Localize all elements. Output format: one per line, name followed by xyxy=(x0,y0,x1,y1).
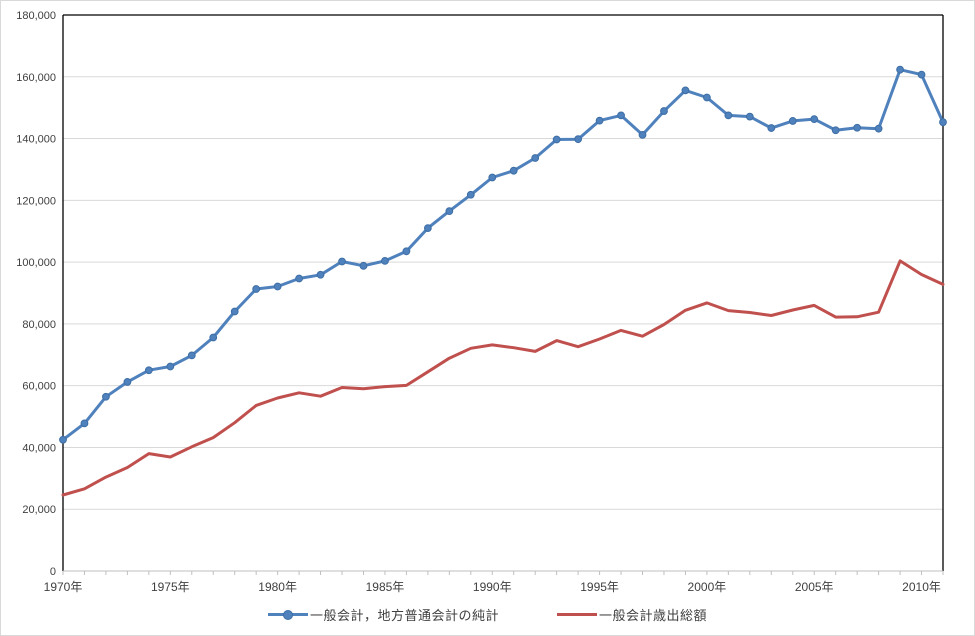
data-point-marker[interactable] xyxy=(509,166,518,175)
data-point-marker[interactable] xyxy=(703,93,711,102)
y-axis-tick-label: 20,000 xyxy=(22,504,56,516)
data-point-marker[interactable] xyxy=(767,124,776,132)
x-axis-tick-label: 1970年 xyxy=(44,580,83,594)
data-point-marker[interactable] xyxy=(466,190,475,199)
x-axis-tick-label: 1975年 xyxy=(151,580,190,594)
data-point-marker[interactable] xyxy=(381,256,389,265)
legend-line-marker-icon xyxy=(267,609,308,620)
data-point-marker[interactable] xyxy=(123,378,132,386)
data-point-marker[interactable] xyxy=(102,392,110,401)
y-axis-tick-label: 60,000 xyxy=(22,381,56,393)
data-point-marker[interactable] xyxy=(166,362,175,371)
y-axis-tick-label: 80,000 xyxy=(22,319,56,331)
x-axis-tick-label: 1990年 xyxy=(473,580,512,594)
data-point-marker[interactable] xyxy=(617,111,625,120)
data-point-marker[interactable] xyxy=(660,107,668,115)
x-axis-tick-label: 1985年 xyxy=(366,580,405,594)
data-point-marker[interactable] xyxy=(681,86,690,95)
y-axis-tick-label: 120,000 xyxy=(16,195,56,207)
series-line[interactable] xyxy=(61,259,945,497)
data-point-marker[interactable] xyxy=(402,247,411,256)
data-point-marker[interactable] xyxy=(316,270,325,279)
x-axis-tick-label: 1980年 xyxy=(258,580,297,594)
data-point-marker[interactable] xyxy=(724,111,733,120)
data-point-marker[interactable] xyxy=(831,126,840,135)
data-point-marker[interactable] xyxy=(273,282,282,291)
data-point-marker[interactable] xyxy=(252,285,261,293)
data-point-marker[interactable] xyxy=(574,135,583,144)
x-axis-tick-label: 2010年 xyxy=(902,580,941,594)
legend: 一般会計，地方普通会計の純計 一般会計歳出総額 xyxy=(1,605,974,624)
legend-label-general-account: 一般会計歳出総額 xyxy=(599,608,708,623)
y-axis-tick-label: 0 xyxy=(50,566,56,578)
data-point-marker[interactable] xyxy=(595,116,604,125)
data-point-marker[interactable] xyxy=(230,307,239,316)
data-point-marker[interactable] xyxy=(359,261,368,270)
data-point-marker[interactable] xyxy=(488,173,497,182)
y-axis-tick-label: 180,000 xyxy=(16,10,56,22)
data-point-marker[interactable] xyxy=(638,130,647,139)
data-point-marker[interactable] xyxy=(552,135,561,144)
y-axis-tick-label: 160,000 xyxy=(16,72,56,84)
data-point-marker[interactable] xyxy=(745,112,754,121)
x-axis-tick-label: 1995年 xyxy=(580,580,619,594)
data-point-marker[interactable] xyxy=(423,224,432,233)
data-point-marker[interactable] xyxy=(853,123,862,132)
data-point-marker[interactable] xyxy=(338,257,346,266)
y-axis-tick-label: 100,000 xyxy=(16,257,56,269)
data-point-marker[interactable] xyxy=(531,154,540,162)
legend-item-general-account[interactable]: 一般会計歳出総額 xyxy=(557,605,707,624)
y-axis-tick-label: 140,000 xyxy=(16,134,56,146)
data-point-marker[interactable] xyxy=(896,65,904,74)
data-point-marker[interactable] xyxy=(187,351,196,360)
data-point-marker[interactable] xyxy=(295,274,303,283)
data-point-marker[interactable] xyxy=(788,117,797,125)
legend-item-net-total[interactable]: 一般会計，地方普通会計の純計 xyxy=(267,605,499,624)
data-point-marker[interactable] xyxy=(917,70,926,79)
data-point-marker[interactable] xyxy=(874,124,883,133)
y-axis-tick-label: 40,000 xyxy=(22,442,56,454)
data-point-marker[interactable] xyxy=(810,115,819,123)
data-point-marker[interactable] xyxy=(59,435,67,444)
data-point-marker[interactable] xyxy=(939,118,947,127)
data-point-marker[interactable] xyxy=(445,207,454,216)
series-line[interactable] xyxy=(61,68,945,442)
data-point-marker[interactable] xyxy=(144,366,153,375)
legend-line-icon xyxy=(557,613,597,616)
data-point-marker[interactable] xyxy=(80,419,89,428)
data-point-marker[interactable] xyxy=(209,333,218,342)
x-axis-tick-label: 2005年 xyxy=(795,580,834,594)
legend-label-net-total: 一般会計，地方普通会計の純計 xyxy=(309,608,499,623)
x-axis-tick-label: 2000年 xyxy=(688,580,727,594)
